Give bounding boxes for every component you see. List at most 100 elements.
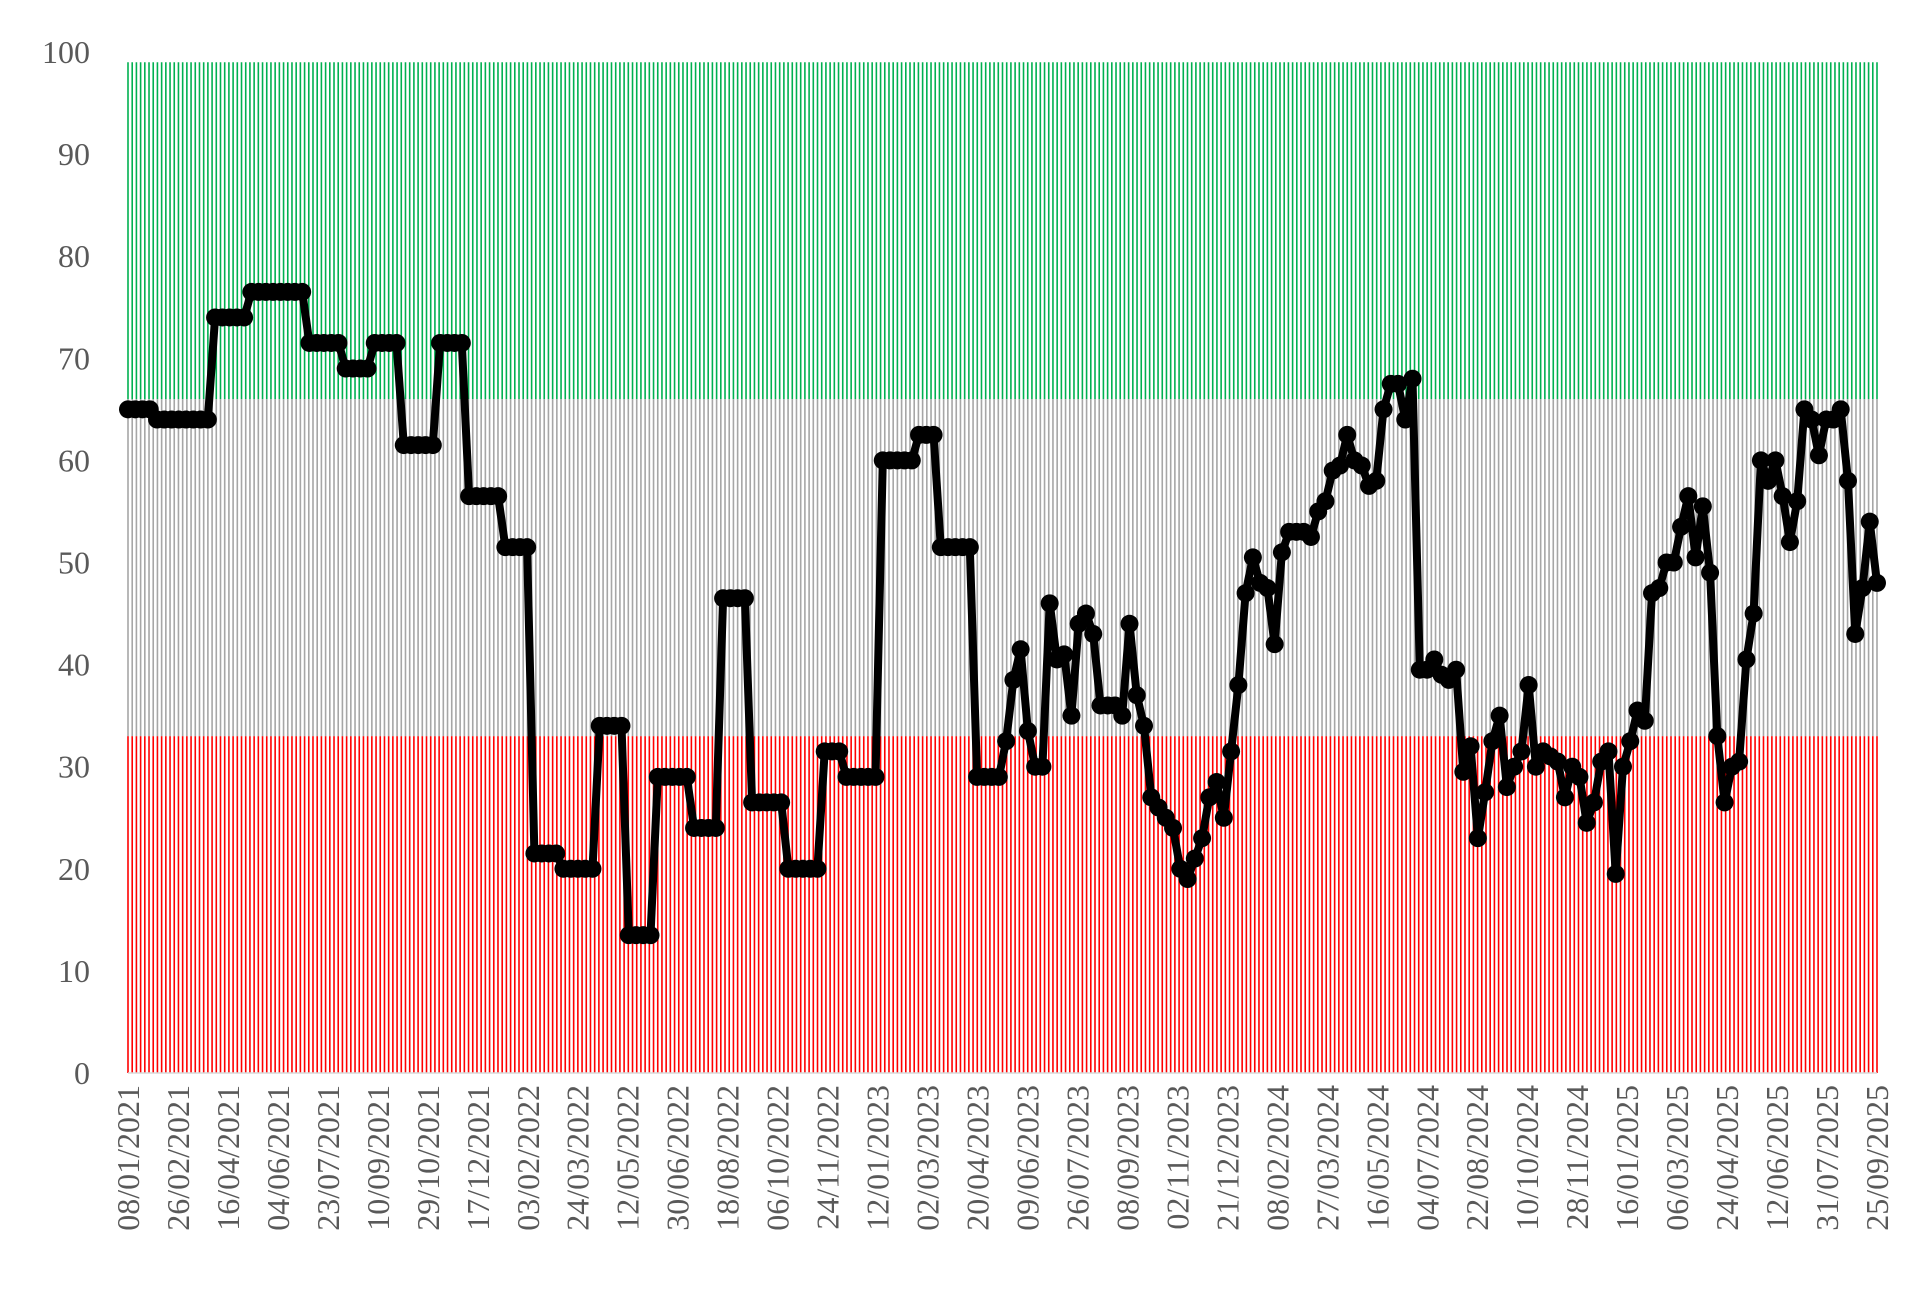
data-point [547, 844, 566, 863]
data-point [1040, 594, 1059, 613]
data-point [1490, 706, 1509, 725]
data-point [583, 859, 602, 878]
data-point [960, 538, 979, 557]
data-point [1476, 783, 1495, 802]
data-point [1715, 793, 1734, 812]
x-tick-label: 12/01/2023 [860, 1085, 896, 1231]
x-tick-label: 22/08/2024 [1459, 1085, 1495, 1231]
x-tick-label: 09/06/2023 [1009, 1085, 1045, 1231]
data-point [1570, 767, 1589, 786]
data-point [1330, 456, 1349, 475]
data-point [1751, 451, 1770, 470]
data-point [1461, 737, 1480, 756]
x-tick-label: 26/02/2021 [160, 1085, 196, 1231]
data-point [1802, 410, 1821, 429]
x-tick-label: 02/03/2023 [910, 1085, 946, 1231]
data-point [1701, 563, 1720, 582]
data-point [1200, 788, 1219, 807]
data-point [1788, 492, 1807, 511]
data-point [1214, 808, 1233, 827]
data-point [1483, 732, 1502, 751]
data-point [1838, 471, 1857, 490]
data-point [1352, 456, 1371, 475]
x-tick-label: 02/11/2023 [1159, 1085, 1195, 1230]
data-point [235, 308, 254, 327]
data-point [1076, 604, 1095, 623]
data-point [489, 487, 508, 506]
x-tick-label: 18/08/2022 [710, 1085, 746, 1231]
data-point [830, 742, 849, 761]
data-point [293, 282, 312, 301]
data-point [1062, 706, 1081, 725]
data-point [1519, 676, 1538, 695]
data-point [1272, 543, 1291, 562]
data-point [1447, 660, 1466, 679]
data-point [1113, 706, 1132, 725]
x-tick-label: 23/07/2021 [310, 1085, 346, 1231]
y-tick-label: 10 [58, 953, 90, 989]
data-point [1846, 624, 1865, 643]
data-point [1868, 573, 1886, 592]
data-point [1389, 374, 1408, 393]
data-point [997, 732, 1016, 751]
data-point [1425, 650, 1444, 669]
data-point [1780, 533, 1799, 552]
data-point [735, 589, 754, 608]
x-tick-label: 28/11/2024 [1559, 1085, 1595, 1230]
data-point [1497, 778, 1516, 797]
data-point [1577, 813, 1596, 832]
x-tick-label: 24/11/2022 [810, 1085, 846, 1230]
data-point [1265, 635, 1284, 654]
x-tick-label: 16/04/2021 [210, 1085, 246, 1231]
data-point [1548, 752, 1567, 771]
data-point [706, 818, 725, 837]
band-high [127, 62, 1878, 400]
data-point [1374, 400, 1393, 419]
data-point [1403, 369, 1422, 388]
data-point [1555, 788, 1574, 807]
data-point [1316, 492, 1335, 511]
background-bands [127, 62, 1878, 1073]
data-point [1505, 757, 1524, 776]
y-tick-label: 60 [58, 442, 90, 478]
data-point [423, 436, 442, 455]
data-point [1599, 742, 1618, 761]
data-point [1055, 645, 1074, 664]
x-tick-label: 12/05/2022 [610, 1085, 646, 1231]
data-point [1468, 829, 1487, 848]
data-point [1744, 604, 1763, 623]
y-tick-label: 40 [58, 647, 90, 683]
data-point [198, 410, 217, 429]
data-point [1454, 762, 1473, 781]
data-point [1766, 451, 1785, 470]
y-tick-label: 0 [74, 1055, 90, 1091]
x-tick-label: 08/09/2023 [1109, 1085, 1145, 1231]
x-tick-label: 24/04/2025 [1709, 1085, 1745, 1231]
y-tick-label: 100 [42, 34, 90, 70]
data-point [1011, 640, 1030, 659]
data-point [808, 859, 827, 878]
data-point [924, 425, 943, 444]
data-point [1773, 487, 1792, 506]
data-point [612, 716, 631, 735]
data-point [1730, 752, 1749, 771]
y-tick-label: 20 [58, 851, 90, 887]
data-point [1708, 727, 1727, 746]
data-point [1831, 400, 1850, 419]
x-tick-label: 06/10/2022 [760, 1085, 796, 1231]
data-point [1759, 471, 1778, 490]
data-point [452, 333, 471, 352]
data-point [358, 359, 377, 378]
x-tick-label: 17/12/2021 [460, 1085, 496, 1231]
data-point [1135, 716, 1154, 735]
x-tick-label: 04/07/2024 [1409, 1085, 1445, 1231]
x-tick-label: 06/03/2025 [1659, 1085, 1695, 1231]
data-point [1737, 650, 1756, 669]
x-tick-label: 27/03/2024 [1309, 1085, 1345, 1231]
data-point [387, 333, 406, 352]
data-point [1526, 757, 1545, 776]
data-point [1178, 870, 1197, 889]
data-point [902, 451, 921, 470]
data-point [1236, 584, 1255, 603]
